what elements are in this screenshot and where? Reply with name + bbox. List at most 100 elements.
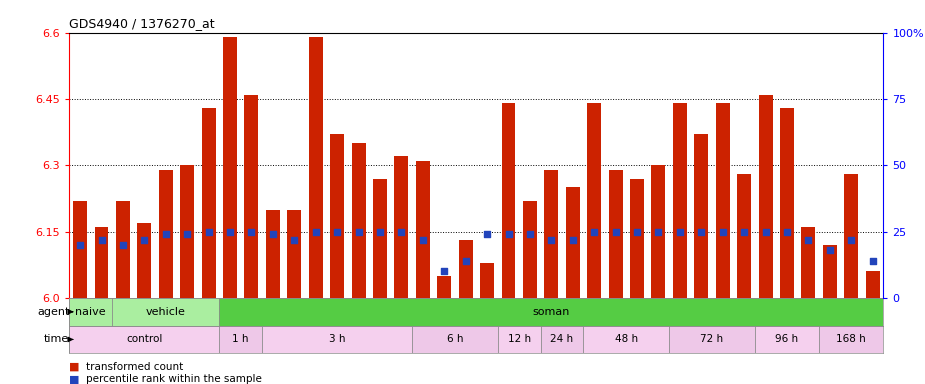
Point [501,231,516,237]
Bar [352,143,365,298]
Point [822,247,837,253]
Point [651,228,666,235]
Bar [348,33,369,298]
Text: ■: ■ [69,362,80,372]
Bar [394,156,408,298]
Point [780,228,795,235]
Bar [519,33,540,298]
Bar [413,33,434,298]
Text: 1 h: 1 h [232,334,249,344]
Bar [540,33,562,298]
Point [672,228,687,235]
Text: 96 h: 96 h [775,334,798,344]
Text: 72 h: 72 h [700,334,723,344]
Bar [755,326,820,353]
Bar [309,37,323,298]
Bar [605,33,626,298]
Bar [223,37,237,298]
Text: 48 h: 48 h [615,334,638,344]
Text: 12 h: 12 h [508,334,531,344]
Bar [373,179,387,298]
Bar [820,326,883,353]
Bar [780,108,794,298]
Bar [712,33,734,298]
Bar [672,103,687,298]
Bar [776,33,797,298]
Point [352,228,366,235]
Bar [626,33,647,298]
Bar [69,326,219,353]
Bar [327,33,348,298]
Bar [112,298,219,326]
Bar [138,223,152,298]
Point [415,237,430,243]
Point [308,228,323,235]
Bar [240,33,262,298]
Bar [284,33,305,298]
Bar [584,33,605,298]
Bar [180,165,194,298]
Bar [545,170,559,298]
Bar [691,33,712,298]
Point [394,228,409,235]
Point [565,237,580,243]
Bar [305,33,327,298]
Bar [94,227,108,298]
Bar [219,326,262,353]
Point [586,228,601,235]
Bar [609,170,623,298]
Bar [669,326,755,353]
Bar [758,94,772,298]
Point [544,237,559,243]
Point [223,228,238,235]
Point [458,258,473,264]
Bar [288,210,302,298]
Text: 24 h: 24 h [550,334,574,344]
Bar [562,33,584,298]
Text: soman: soman [533,307,570,317]
Text: 168 h: 168 h [836,334,866,344]
Bar [73,201,87,298]
Bar [845,174,858,298]
Point [94,237,109,243]
Bar [584,326,669,353]
Point [694,228,709,235]
Bar [476,33,498,298]
Bar [587,103,601,298]
Bar [716,103,730,298]
Bar [501,103,515,298]
Point [480,231,495,237]
Point [265,231,280,237]
Point [715,228,730,235]
Point [801,237,816,243]
Bar [155,33,177,298]
Bar [695,134,709,298]
Bar [455,33,476,298]
Bar [540,326,584,353]
Bar [112,33,133,298]
Bar [262,326,413,353]
Text: GDS4940 / 1376270_at: GDS4940 / 1376270_at [69,17,215,30]
Text: control: control [126,334,163,344]
Text: percentile rank within the sample: percentile rank within the sample [86,374,262,384]
Bar [116,201,130,298]
Bar [390,33,413,298]
Bar [202,108,216,298]
Point [844,237,858,243]
Text: 3 h: 3 h [329,334,345,344]
Bar [177,33,198,298]
Point [630,228,645,235]
Point [73,242,88,248]
Bar [91,33,112,298]
Point [609,228,623,235]
Point [437,268,451,275]
Bar [244,94,258,298]
Bar [159,170,173,298]
Bar [434,33,455,298]
Point [202,228,216,235]
Bar [651,165,665,298]
Bar [820,33,841,298]
Bar [480,263,494,298]
Bar [648,33,669,298]
Text: transformed count: transformed count [86,362,183,372]
